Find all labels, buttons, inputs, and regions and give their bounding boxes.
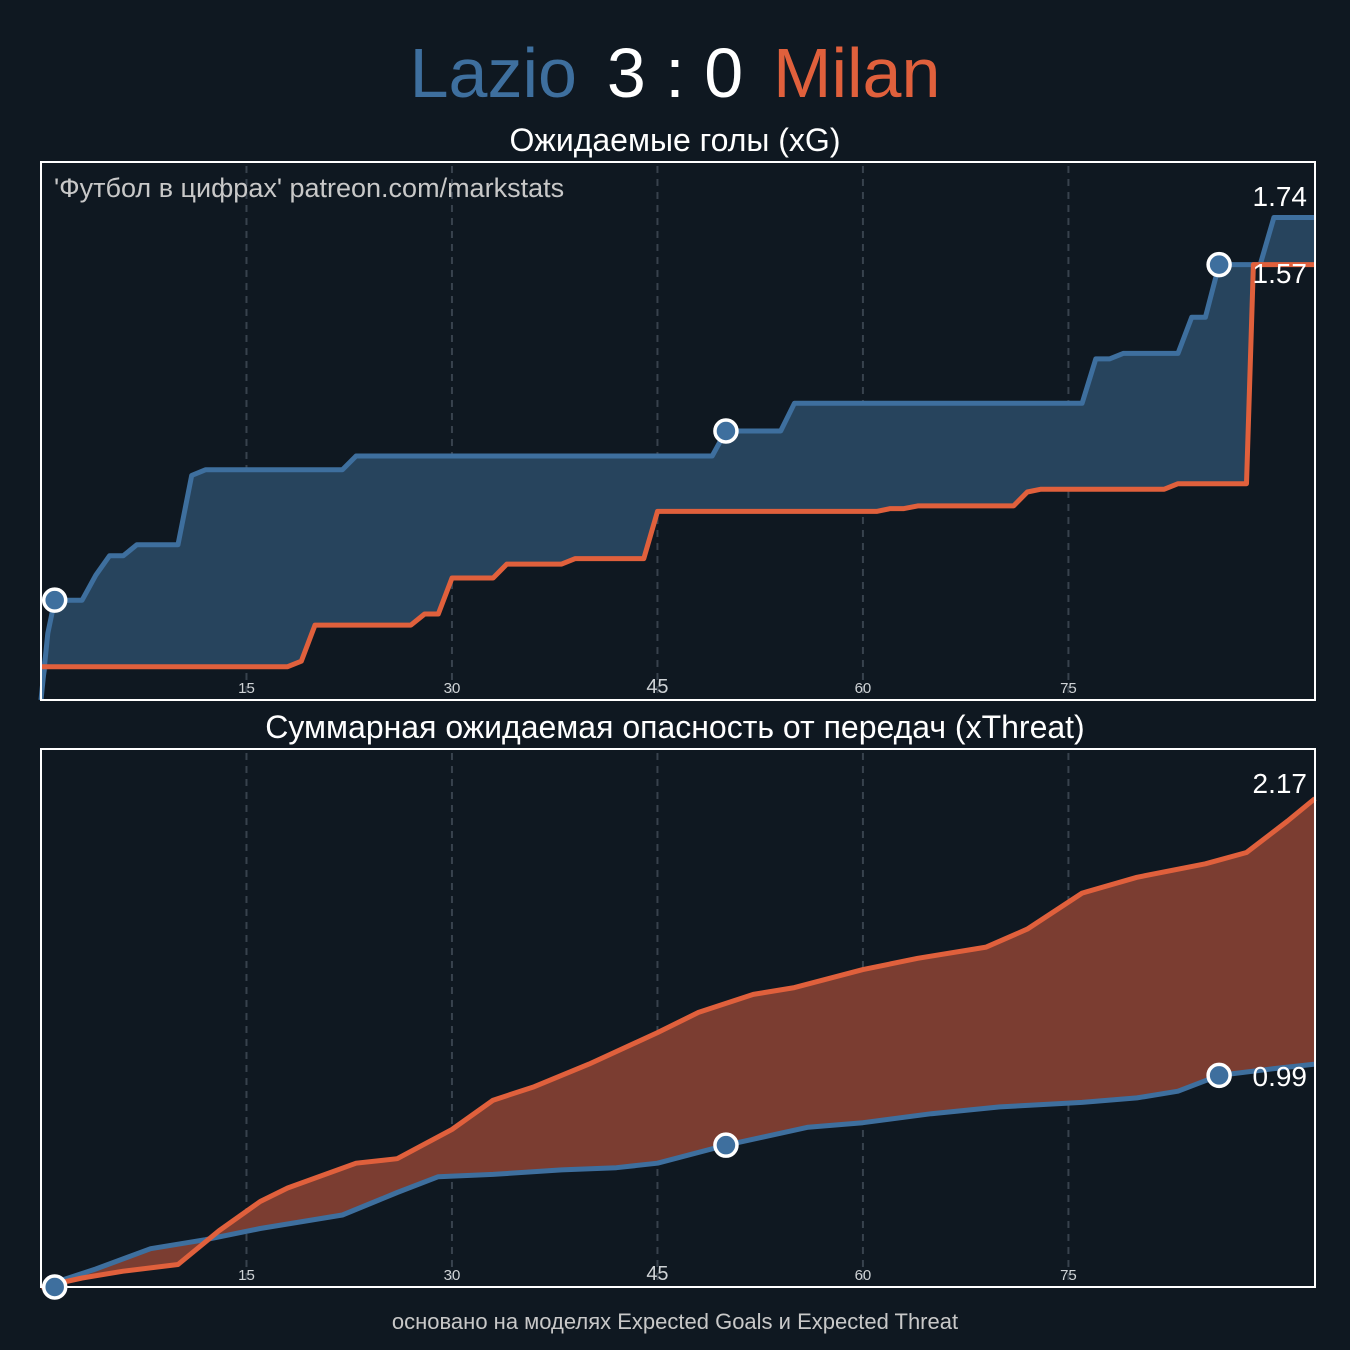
plot-frame	[40, 161, 1316, 701]
goal-marker	[713, 1132, 739, 1158]
final-value-high: 2.17	[1253, 768, 1308, 799]
xg-chart: 15 30 45 60 75 1.74 1.57	[38, 161, 1316, 701]
goal-marker	[1206, 251, 1232, 278]
goal-marker	[41, 1274, 68, 1300]
x-tick-label: 60	[855, 1267, 872, 1284]
x-tick-label: 45	[646, 676, 668, 698]
match-header: Lazio 3 : 0 Milan	[0, 28, 1350, 118]
final-value-high: 1.74	[1253, 181, 1308, 212]
x-tick-label: 45	[646, 1263, 668, 1285]
series-line-home	[40, 1061, 1316, 1290]
final-value-low: 1.57	[1253, 258, 1308, 289]
away-team-name: Milan	[773, 34, 941, 112]
area-between-series	[41, 217, 1315, 700]
xthreat-chart-title: Суммарная ожидаемая опасность от передач…	[265, 709, 1085, 745]
x-tick-label: 30	[444, 680, 461, 697]
xthreat-chart: 15 30 45 60 75 2.17 0.99	[40, 748, 1317, 1300]
x-tick-label: 15	[238, 1267, 255, 1284]
series-line-away	[41, 262, 1315, 670]
match-score: 3 : 0	[606, 34, 744, 112]
area-between-series	[41, 798, 1315, 1287]
watermark: 'Футбол в цифрах' patreon.com/markstats	[54, 173, 564, 203]
x-tick-label: 60	[855, 680, 872, 697]
footer-note: основано на моделях Expected Goals и Exp…	[391, 1309, 959, 1334]
series-line-home	[38, 215, 1315, 701]
plot-frame	[40, 748, 1316, 1288]
goal-marker	[1206, 1062, 1232, 1089]
x-tick-label: 75	[1060, 1267, 1077, 1284]
goal-marker	[713, 418, 739, 444]
x-tick-label: 30	[444, 1267, 461, 1284]
x-tick-label: 15	[238, 680, 255, 697]
x-tick-label: 75	[1060, 680, 1077, 697]
final-value-low: 0.99	[1253, 1061, 1308, 1092]
home-team-name: Lazio	[409, 34, 577, 112]
xg-chart-title: Ожидаемые голы (xG)	[509, 122, 841, 158]
goal-marker	[41, 587, 68, 613]
series-line-away	[40, 796, 1317, 1290]
